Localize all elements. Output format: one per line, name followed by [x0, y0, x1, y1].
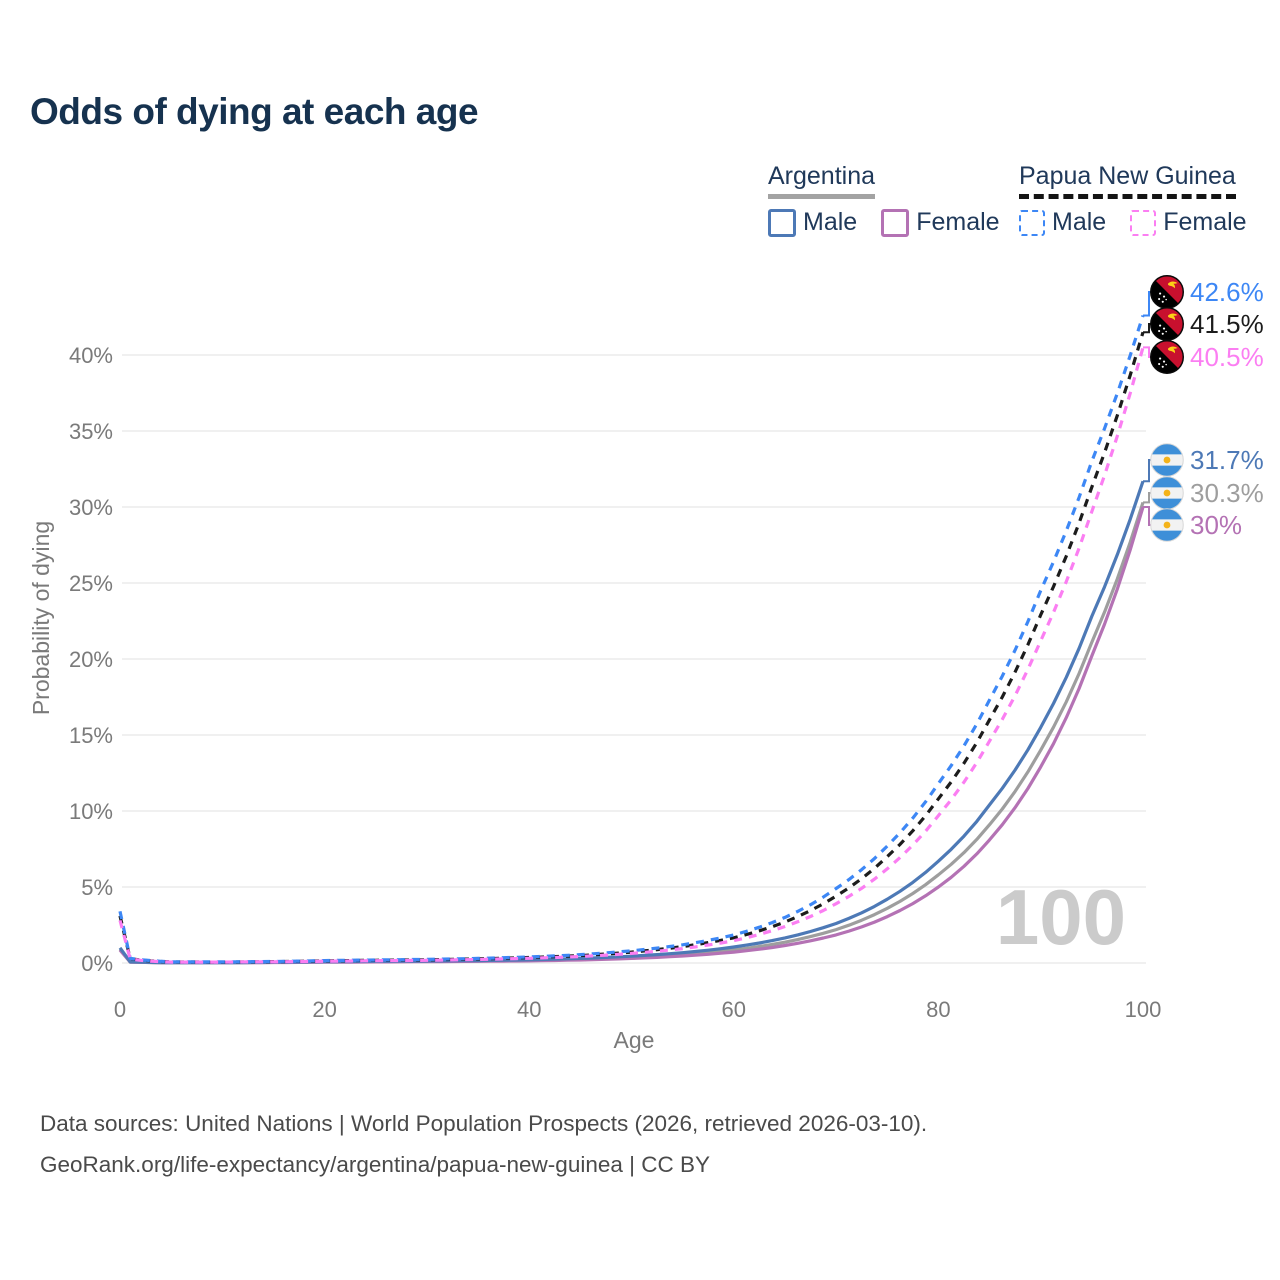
argentina-flag-icon — [1150, 508, 1184, 542]
png-male-swatch-icon[interactable] — [1019, 209, 1045, 236]
end-value-label: 40.5% — [1190, 341, 1264, 372]
data-source-line: Data sources: United Nations | World Pop… — [40, 1111, 928, 1136]
x-axis-title: Age — [614, 1027, 655, 1053]
argentina-flag-icon — [1150, 443, 1184, 477]
y-tick-label: 40% — [69, 343, 113, 368]
png-female-swatch-icon[interactable] — [1130, 209, 1157, 236]
series-line-arg-both[interactable] — [118, 501, 1145, 965]
x-tick-label: 100 — [1125, 997, 1162, 1022]
end-label-row-png-both: 41.5% — [1150, 307, 1264, 341]
x-tick-label: 40 — [517, 997, 541, 1022]
legend-item-argentina-female[interactable]: Female — [881, 208, 1000, 237]
y-tick-label: 10% — [69, 799, 113, 824]
legend-group-papua-new-guinea: Papua New Guinea Male Female — [1019, 162, 1247, 237]
end-value-label: 31.7% — [1190, 444, 1264, 475]
legend-header-papua-new-guinea: Papua New Guinea — [1019, 162, 1236, 199]
y-tick-label: 5% — [81, 875, 113, 900]
hover-age-watermark: 100 — [996, 873, 1126, 961]
end-value-label: 30% — [1190, 509, 1243, 540]
end-label-row-argentina-both: 30.3% — [1150, 476, 1264, 510]
series-line-png-female[interactable] — [118, 346, 1145, 964]
legend-item-label: Female — [916, 208, 1000, 236]
legend-header-argentina: Argentina — [768, 162, 876, 199]
y-tick-label: 0% — [81, 951, 113, 976]
y-tick-label: 15% — [69, 723, 113, 748]
y-tick-label: 25% — [69, 571, 113, 596]
papua-new-guinea-flag-icon — [1150, 275, 1184, 309]
x-tick-label: 60 — [722, 997, 746, 1022]
papua-new-guinea-flag-icon — [1150, 340, 1184, 374]
series-line-png-both[interactable] — [118, 331, 1145, 964]
argentina-female-swatch-icon[interactable] — [881, 208, 910, 237]
legend-item-label: Male — [1052, 208, 1107, 236]
argentina-male-swatch-icon[interactable] — [768, 208, 796, 237]
legend-item-label: Male — [803, 208, 858, 236]
argentina-flag-icon — [1150, 476, 1184, 510]
legend-items-papua-new-guinea: Male Female — [1019, 208, 1247, 237]
y-tick-label: 20% — [69, 647, 113, 672]
series-line-png-male[interactable] — [118, 315, 1145, 964]
x-tick-label: 0 — [114, 997, 126, 1022]
end-value-label: 41.5% — [1190, 308, 1264, 339]
page-title: Odds of dying at each age — [30, 91, 479, 132]
papua-new-guinea-flag-icon — [1150, 307, 1184, 341]
legend-items-argentina: Male Female — [768, 208, 1000, 237]
end-label-row-argentina-male: 31.7% — [1150, 443, 1264, 477]
end-value-label: 42.6% — [1190, 276, 1264, 307]
end-value-label: 30.3% — [1190, 477, 1264, 508]
legend-group-argentina: Argentina Male Female — [768, 162, 1000, 237]
x-tick-label: 80 — [926, 997, 950, 1022]
end-label-row-png-female: 40.5% — [1150, 340, 1264, 374]
legend-item-label: Female — [1163, 208, 1247, 236]
footer: Data sources: United Nations | World Pop… — [40, 1104, 927, 1185]
end-label-row-argentina-female: 30% — [1150, 508, 1242, 542]
legend-item-png-female[interactable]: Female — [1130, 208, 1247, 237]
y-tick-label: 30% — [69, 495, 113, 520]
end-label-row-png-male: 42.6% — [1150, 275, 1264, 309]
y-tick-label: 35% — [69, 419, 113, 444]
legend-item-argentina-male[interactable]: Male — [768, 208, 857, 237]
y-axis-title: Probability of dying — [28, 521, 54, 715]
attribution-line: GeoRank.org/life-expectancy/argentina/pa… — [40, 1151, 710, 1177]
x-tick-label: 20 — [312, 997, 336, 1022]
legend-item-png-male[interactable]: Male — [1019, 208, 1106, 237]
